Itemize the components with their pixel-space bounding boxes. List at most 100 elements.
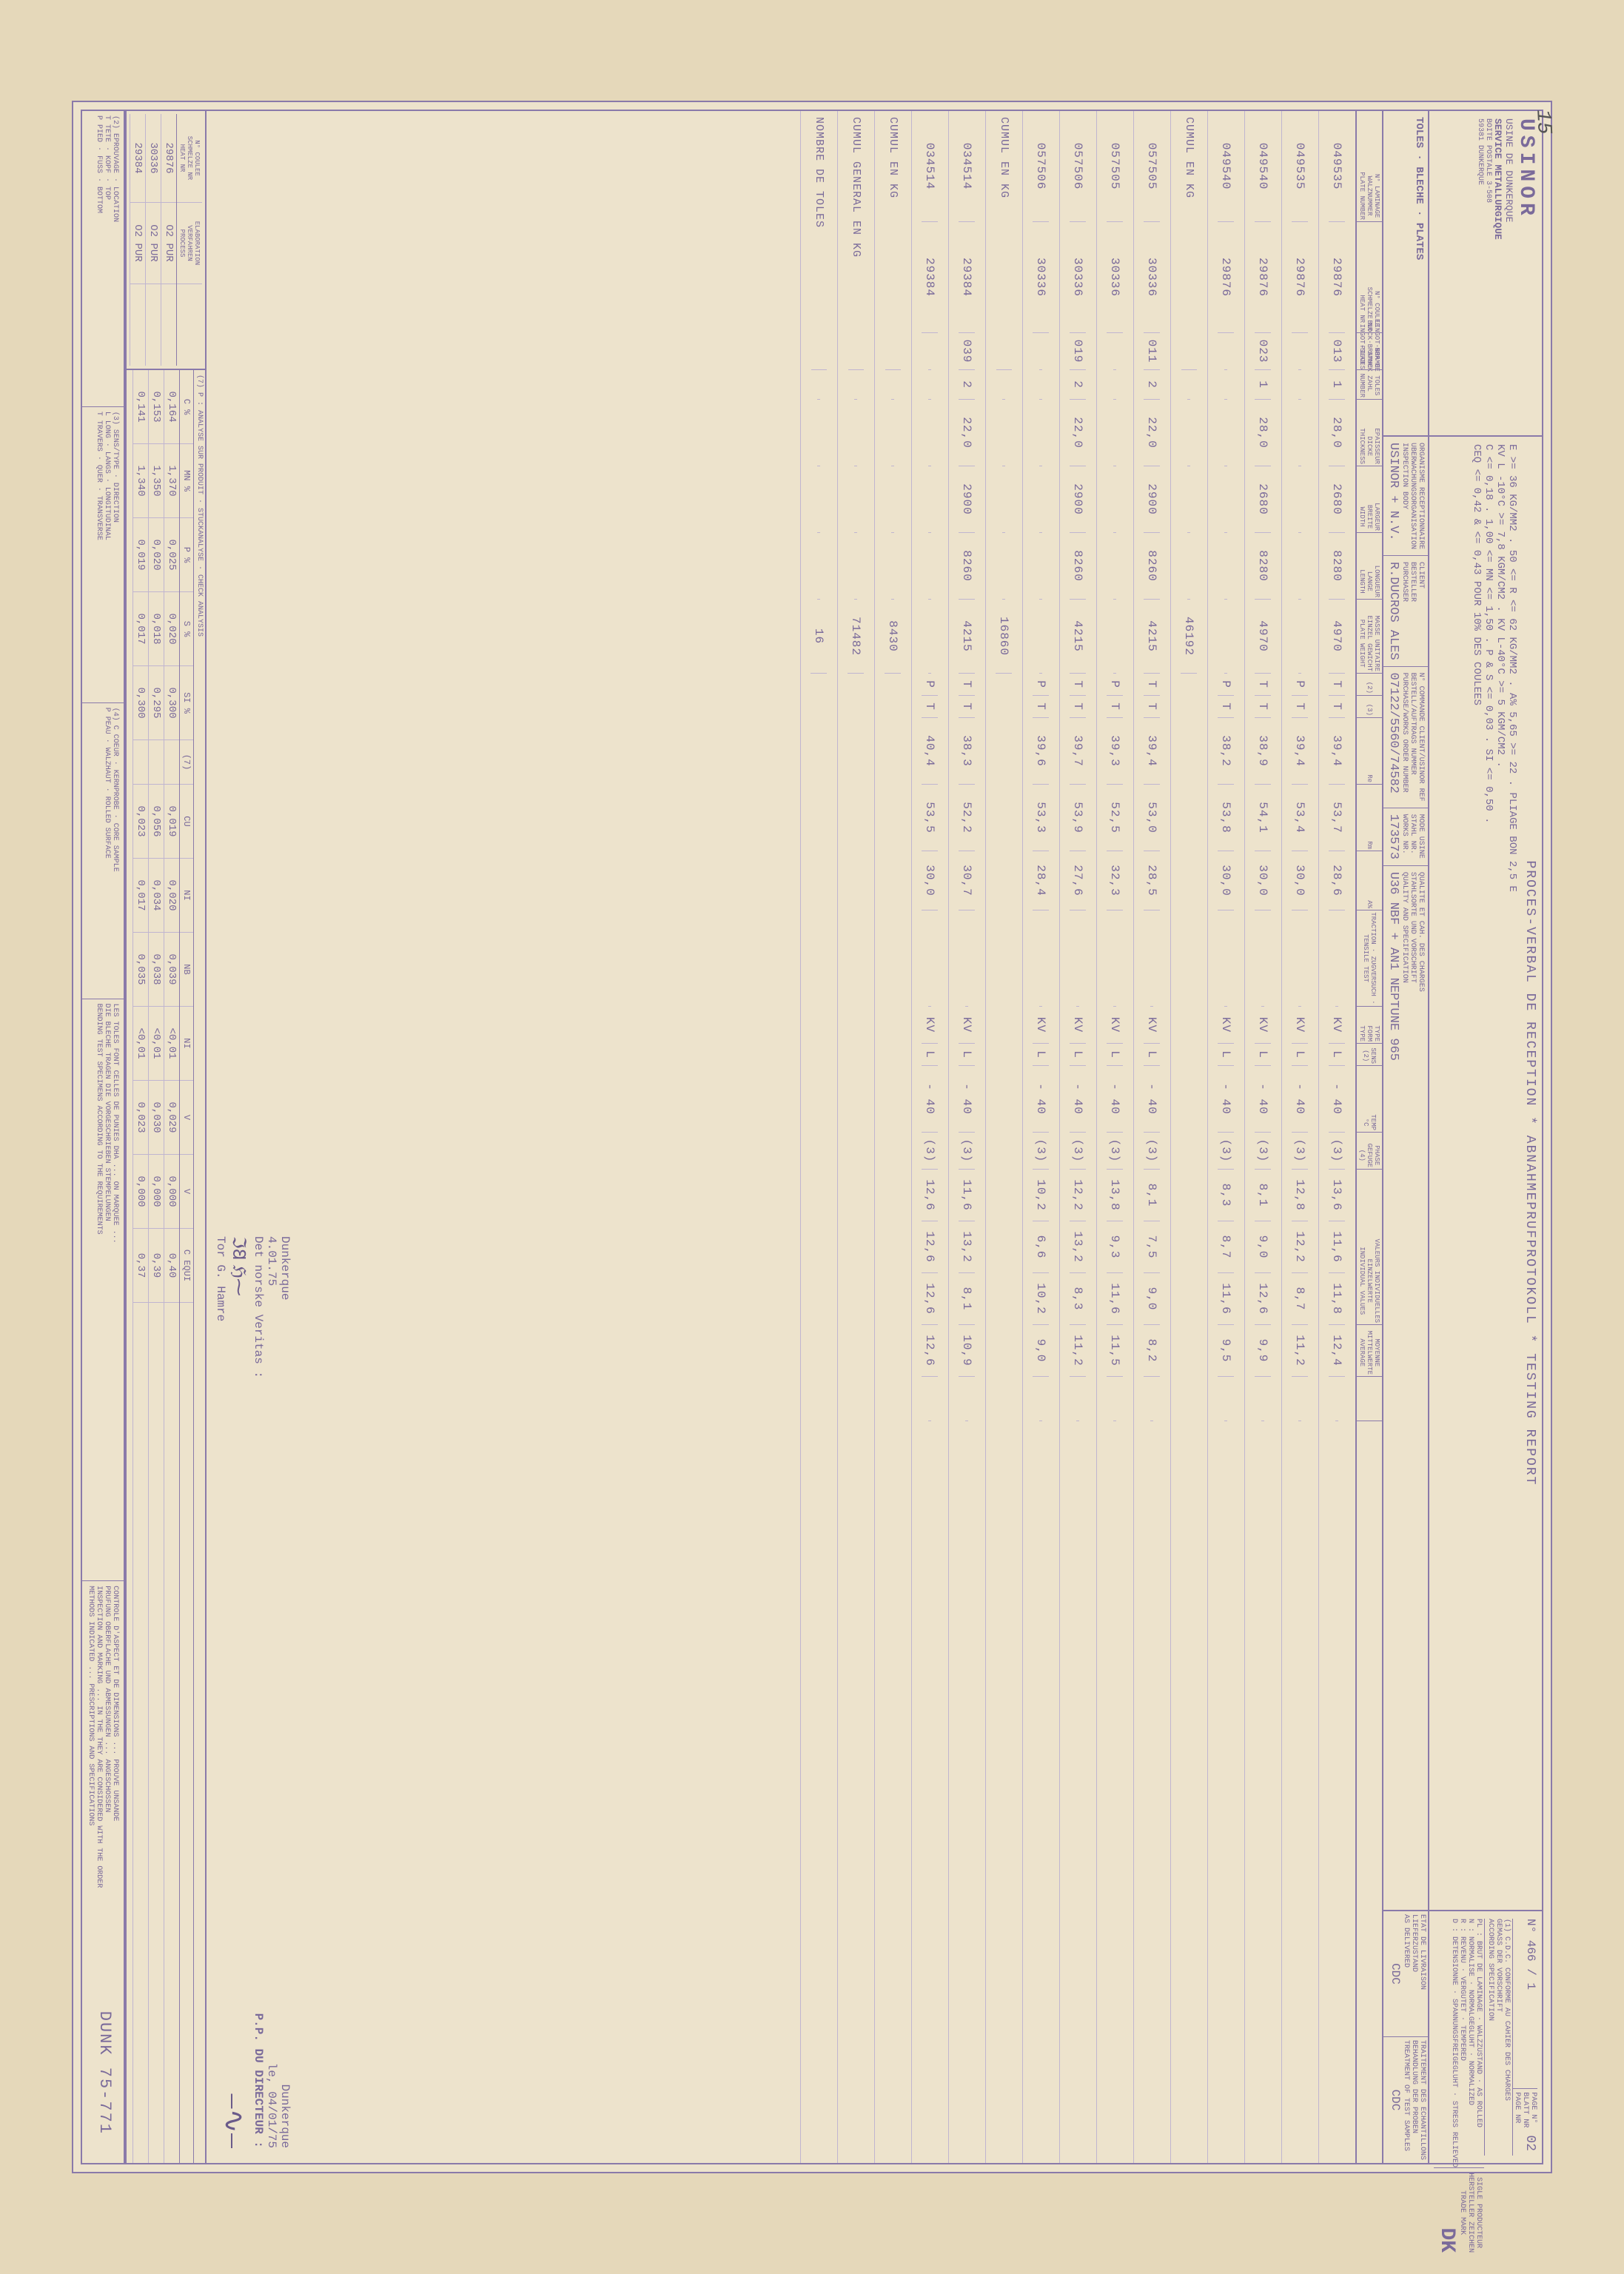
col-pieces: NBR DE TOLES STUCK ZAHL PIECES NUMBER (1357, 370, 1382, 400)
chem-col-ni: NI (180, 859, 193, 933)
table-row: CUMUL EN KG16860 (985, 111, 1022, 2163)
service-name: SERVICE METALLURGIQUE (1492, 118, 1503, 428)
chem-row: 0,1411,3400,0190,0170,3000,0230,0170,035… (132, 370, 148, 2163)
table-row: 04953529876PT39,453,430,0KVL- 40(3)12,81… (1281, 111, 1318, 2163)
table-row: CUMUL GENERAL EN KG71482 (837, 111, 874, 2163)
page-label: PAGE N° BLATT NR PAGE NR (1513, 2088, 1537, 2130)
chem-col-ceq: C EQUI (180, 1229, 193, 1303)
sig1-signature: ℑ𐐒 ℌ⁓ (227, 1236, 252, 1378)
col-extra2 (1357, 1421, 1382, 1466)
spec-line1: E >= 36 KG/MM2 . 50 <= R <= 62 KG/MM2 . … (1506, 444, 1518, 1902)
client-label: CLIENT BESTELLER PURCHASER (1400, 562, 1425, 660)
table-row: 05750630336PT39,653,328,4KVL- 40(3)10,26… (1022, 111, 1059, 2163)
cmd-value: 07122/5560/74582 (1386, 673, 1400, 802)
col-pos: (2) (1357, 674, 1382, 696)
sig1-place: Dunkerque (278, 1236, 292, 1378)
col-rm: Rm (1357, 785, 1382, 851)
delivery-states: PL : BRUT DE LAMINAGE · WALZZUSTAND · AS… (1434, 1919, 1484, 2167)
cmd-label: N° COMMANDE CLIENT/USINOR REF BESTELL/AU… (1400, 673, 1425, 802)
table-row: 04954029876PT38,253,830,0KVL- 40(3)8,38,… (1207, 111, 1244, 2163)
page-number: 02 (1513, 2130, 1537, 2156)
chem-col-proc: ELABORATION VERFAHREN PROCESS (177, 203, 202, 284)
chem-col-si: SI % (180, 666, 193, 740)
table-row: CUMUL EN KG8430 (874, 111, 911, 2163)
chem-col-nb: NB (180, 933, 193, 1007)
chem-col-nbp: NI (180, 1007, 193, 1081)
chem-col-s: S % (180, 592, 193, 666)
address2: 59381 DUNKERQUE (1476, 118, 1484, 428)
chem-col-p: P % (180, 518, 193, 592)
chem-row: 29384O2 PUR (130, 114, 145, 366)
table-row: CUMUL EN KG46192 (1170, 111, 1207, 2163)
footnote-5: LES TOLES FONT CELLES DE PUNIES DHA ... … (82, 999, 124, 1582)
sig2-signature: ⎯∿⎯ (217, 2013, 252, 2148)
col-re: Re (1357, 718, 1382, 785)
certno-label: N° (1524, 1919, 1537, 1933)
footnote-2: (2) EPROUVAGE · LOCATION T TETE · KOPF ·… (82, 111, 124, 407)
table-row: NOMBRE DE TOLES16 (800, 111, 837, 2163)
plant-name: USINE DE DUNKERQUE (1503, 118, 1514, 428)
table-row: 05750530336PT39,352,532,3KVL- 40(3)13,89… (1096, 111, 1133, 2163)
col-sens: SENS (2) (1357, 1044, 1382, 1066)
footer-notes: (2) EPROUVAGE · LOCATION T TETE · KOPF ·… (82, 111, 125, 2163)
table-row: 04954029876023128,0268082804970TT38,954,… (1244, 111, 1281, 2163)
col-width: LARGEUR BREITE WIDTH (1357, 466, 1382, 533)
col-tensile: TRACTION · ZUGVERSUCH · TENSILE TEST (1357, 910, 1382, 1007)
spec-line3: C <= 0,18 . 1,00 <= MN <= 1,50 . P & S <… (1483, 444, 1494, 1902)
col-extra1 (1357, 1377, 1382, 1421)
col-thickness: EPAISSEUR DICKE THICKNESS (1357, 400, 1382, 466)
certificate-sheet: USINOR USINE DE DUNKERQUE SERVICE METALL… (81, 110, 1543, 2164)
chem-col-mn: MN % (180, 444, 193, 518)
document-number: DUNK 75-771 (95, 2011, 114, 2135)
chem-left-rows: 29876O2 PUR30336O2 PUR29384O2 PUR (130, 114, 176, 366)
chem-col-c: C % (180, 370, 193, 444)
footnote-3: (3) SENS/TYPE · DIRECTION L LONG · LANGS… (82, 407, 124, 703)
col-a: A% (1357, 851, 1382, 910)
header-row: USINOR USINE DE DUNKERQUE SERVICE METALL… (1428, 111, 1542, 2163)
table-row: 04953529876013128,0268082804970TT39,453,… (1318, 111, 1355, 2163)
etat-label: ETAT DE LIVRAISON LIEFERZUSTAND AS DELIV… (1402, 1914, 1426, 2033)
mode-label: MODE USINE STAHL NR. WORKS NR. (1400, 814, 1425, 859)
chem-right-rows: 0,1641,3700,0250,0200,3000,0190,0200,039… (132, 370, 179, 2163)
signature-area: Dunkerque 4.01.75 Det norske Veritas : ℑ… (207, 111, 299, 2163)
col-type: TYPE FORM TYPE (1357, 1007, 1382, 1044)
table-row: 03451429384PT40,453,530,0KVL- 40(3)12,61… (911, 111, 948, 2163)
sig1-org: Det norske Veritas : (252, 1236, 265, 1378)
spec-line2: KV L -10°C >= 7,8 KGM/CM2 . KV L-40°C >=… (1494, 444, 1506, 1902)
table-body: 04953529876013128,0268082804970TT39,453,… (299, 111, 1355, 2163)
mode-value: 173573 (1386, 814, 1400, 859)
chem-title: (7) P : ANALYSE SUR PRODUIT · STUCKANALY… (193, 370, 205, 2163)
sig2-pp: P.P. DU DIRECTEUR : (252, 2013, 265, 2148)
client-value: R.DUCROS ALES (1386, 562, 1400, 660)
table-row: 05750530336011222,0290082604215TT39,453,… (1133, 111, 1170, 2163)
sig1-date: 4.01.75 (265, 1236, 278, 1378)
chemistry-section: N° COULEE SCHMELZE NR HEAT NR ELABORATIO… (125, 111, 207, 2163)
table-row: 05750630336019222,0290082604215TT39,753,… (1059, 111, 1096, 2163)
plates-label: TOLES · BLECHE · PLATES (1383, 111, 1428, 437)
chem-col-cu: CU (180, 785, 193, 859)
col-individual: VALEURS INDIVIDUELLES EINZELWERTE INDIVI… (1357, 1170, 1382, 1325)
col-temp: TEMP °C (1357, 1066, 1382, 1133)
col-average: MOYENNE MITTELWERTE AVERAGE (1357, 1325, 1382, 1377)
col-weight: MASSE UNITAIRE EINZEL GEWICHT PLATE WEIG… (1357, 600, 1382, 674)
treat-label: TRAITEMENT DES ECHANTILLONS BEHANDLUNG D… (1402, 2040, 1426, 2160)
chem-row: 0,1531,3500,0200,0180,2950,0560,0340,038… (148, 370, 164, 2163)
table-header: N° LAMINAGE WALZNUMMER PLATE NUMBER N° C… (1355, 111, 1382, 2163)
chem-row: 30336O2 PUR (145, 114, 161, 366)
org-label: ORGANISME RECEPTIONNAIRE UBERWACHUNGSORG… (1400, 443, 1425, 549)
qv-label: QUALITE ET CAH. DES CHARGES STAHLSORTE U… (1400, 872, 1425, 1904)
standard-value: U36 NBF + AN1 NEPTUNE 965 (1386, 872, 1400, 1904)
doc-title: PROCES-VERBAL DE RECEPTION * ABNAHMEPRUF… (1523, 444, 1537, 1902)
chem-col-vv: V (180, 1155, 193, 1229)
certno: 466 / 1 (1524, 1940, 1537, 1990)
address1: BOITE POSTALE 3-508 (1484, 118, 1492, 428)
chem-row: 29876O2 PUR (161, 114, 176, 366)
cdc1: CDC (1389, 1914, 1402, 2033)
col-phase: PHASE GEFUGE (4) (1357, 1133, 1382, 1170)
chem-col-note: (7) (180, 740, 193, 785)
footnote-4: (4) C COEUR · KERNPROBE · CORE SAMPLE P … (82, 703, 124, 999)
company-name: USINOR (1514, 118, 1537, 428)
handwritten-stamp: 15 (1531, 109, 1555, 135)
chem-row: 0,1641,3700,0250,0200,3000,0190,0200,039… (164, 370, 179, 2163)
sig1-name: Tor G. Hamre (214, 1236, 227, 1378)
